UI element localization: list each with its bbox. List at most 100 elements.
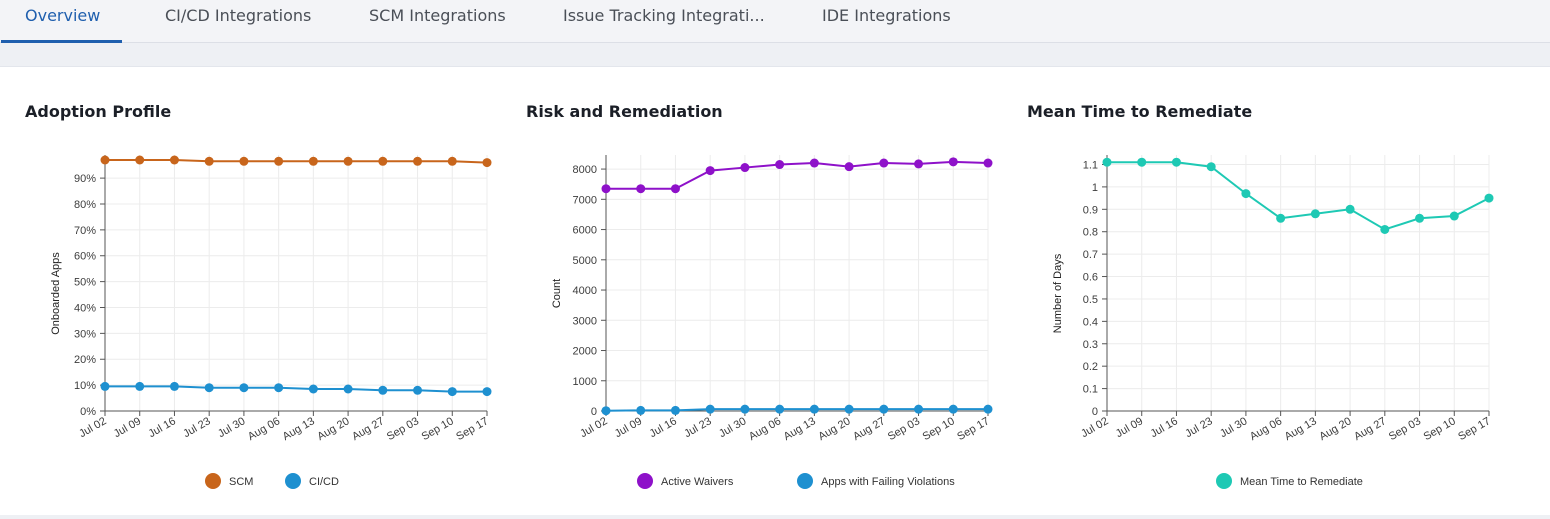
x-tick-label: Jul 09 xyxy=(112,415,143,440)
data-point-scm[interactable] xyxy=(413,156,423,166)
data-point-scm[interactable] xyxy=(239,156,249,166)
legend-marker-active-waivers[interactable] xyxy=(637,473,653,489)
data-point-failing-violations[interactable] xyxy=(740,404,750,414)
x-tick-label: Jul 09 xyxy=(1114,415,1145,440)
data-point-failing-violations[interactable] xyxy=(844,404,854,414)
data-point-mttr[interactable] xyxy=(1171,157,1181,167)
data-point-failing-violations[interactable] xyxy=(809,404,819,414)
data-point-scm[interactable] xyxy=(343,156,353,166)
legend-label-mttr[interactable]: Mean Time to Remediate xyxy=(1240,476,1363,488)
x-tick-label: Sep 10 xyxy=(921,415,957,443)
active-tab-indicator xyxy=(1,40,122,43)
data-point-mttr[interactable] xyxy=(1102,157,1112,167)
y-tick-label: 0.7 xyxy=(1083,249,1098,261)
data-point-scm[interactable] xyxy=(169,155,179,165)
data-point-failing-violations[interactable] xyxy=(670,405,680,415)
series-line-cicd xyxy=(105,385,487,393)
data-point-cicd[interactable] xyxy=(308,384,318,394)
data-point-active-waivers[interactable] xyxy=(740,163,750,173)
data-point-failing-violations[interactable] xyxy=(948,404,958,414)
x-tick-label: Aug 27 xyxy=(1352,415,1388,443)
adoption-profile-title: Adoption Profile xyxy=(25,102,172,121)
data-point-failing-violations[interactable] xyxy=(775,404,785,414)
data-point-mttr[interactable] xyxy=(1137,157,1147,167)
legend-marker-scm[interactable] xyxy=(205,473,221,489)
data-point-cicd[interactable] xyxy=(274,383,284,393)
data-point-cicd[interactable] xyxy=(204,383,214,393)
y-tick-label: 10% xyxy=(74,380,96,392)
y-tick-label: 7000 xyxy=(573,194,597,206)
data-point-active-waivers[interactable] xyxy=(601,184,611,194)
series-line-failing-violations xyxy=(605,408,988,412)
data-point-mttr[interactable] xyxy=(1484,193,1494,203)
tab-cicd-integrations[interactable]: CI/CD Integrations xyxy=(165,6,312,25)
data-point-cicd[interactable] xyxy=(239,383,249,393)
tab-ide-integrations[interactable]: IDE Integrations xyxy=(822,6,951,25)
data-point-active-waivers[interactable] xyxy=(636,184,646,194)
data-point-mttr[interactable] xyxy=(1415,213,1425,223)
data-point-cicd[interactable] xyxy=(482,387,492,397)
data-point-active-waivers[interactable] xyxy=(809,158,819,168)
y-tick-label: 0.5 xyxy=(1083,294,1098,306)
data-point-active-waivers[interactable] xyxy=(705,166,715,176)
data-point-scm[interactable] xyxy=(274,156,284,166)
data-point-scm[interactable] xyxy=(447,156,457,166)
tab-scm-integrations[interactable]: SCM Integrations xyxy=(369,6,506,25)
legend-label-failing-violations[interactable]: Apps with Failing Violations xyxy=(821,476,955,488)
data-point-mttr[interactable] xyxy=(1345,204,1355,214)
data-point-scm[interactable] xyxy=(135,155,145,165)
legend-label-cicd[interactable]: CI/CD xyxy=(309,476,339,488)
legend-label-active-waivers[interactable]: Active Waivers xyxy=(661,476,734,488)
data-point-active-waivers[interactable] xyxy=(983,158,993,168)
data-point-failing-violations[interactable] xyxy=(705,404,715,414)
data-point-cicd[interactable] xyxy=(447,387,457,397)
x-tick-label: Aug 06 xyxy=(246,415,282,443)
legend-label-scm[interactable]: SCM xyxy=(229,476,253,488)
data-point-cicd[interactable] xyxy=(413,385,423,395)
tab-overview[interactable]: Overview xyxy=(25,6,101,25)
data-point-scm[interactable] xyxy=(378,156,388,166)
legend-marker-cicd[interactable] xyxy=(285,473,301,489)
data-point-active-waivers[interactable] xyxy=(670,184,680,194)
series-line-active-waivers xyxy=(606,160,989,190)
data-point-failing-violations[interactable] xyxy=(636,405,646,415)
data-point-failing-violations[interactable] xyxy=(879,404,889,414)
data-point-mttr[interactable] xyxy=(1241,189,1251,199)
data-point-cicd[interactable] xyxy=(135,381,145,391)
data-point-scm[interactable] xyxy=(204,156,214,166)
y-tick-label: 8000 xyxy=(573,164,597,176)
data-point-scm[interactable] xyxy=(100,155,110,165)
y-tick-label: 0.8 xyxy=(1083,227,1098,239)
data-point-cicd[interactable] xyxy=(169,381,179,391)
y-tick-label: 0.3 xyxy=(1083,339,1098,351)
data-point-failing-violations[interactable] xyxy=(914,404,924,414)
data-point-mttr[interactable] xyxy=(1449,211,1459,221)
data-point-mttr[interactable] xyxy=(1380,224,1390,234)
x-tick-label: Jul 23 xyxy=(181,415,212,440)
x-tick-label: Aug 20 xyxy=(1317,415,1353,443)
data-point-scm[interactable] xyxy=(308,156,318,166)
tab-issue-tracking-integrations[interactable]: Issue Tracking Integrati... xyxy=(563,6,765,25)
data-point-cicd[interactable] xyxy=(343,384,353,394)
data-point-scm[interactable] xyxy=(482,158,492,168)
data-point-failing-violations[interactable] xyxy=(983,404,993,414)
data-point-active-waivers[interactable] xyxy=(914,159,924,169)
data-point-mttr[interactable] xyxy=(1206,162,1216,172)
x-tick-label: Aug 06 xyxy=(1248,415,1284,443)
data-point-mttr[interactable] xyxy=(1276,213,1286,223)
data-point-active-waivers[interactable] xyxy=(948,157,958,167)
y-tick-label: 0.9 xyxy=(1083,204,1098,216)
data-point-cicd[interactable] xyxy=(378,385,388,395)
data-point-active-waivers[interactable] xyxy=(775,160,785,170)
data-point-failing-violations[interactable] xyxy=(601,406,611,416)
data-point-mttr[interactable] xyxy=(1310,209,1320,219)
data-point-active-waivers[interactable] xyxy=(844,162,854,172)
x-tick-label: Jul 02 xyxy=(77,415,108,440)
data-point-active-waivers[interactable] xyxy=(879,158,889,168)
y-tick-label: 70% xyxy=(74,225,96,237)
legend-marker-mttr[interactable] xyxy=(1216,473,1232,489)
data-point-cicd[interactable] xyxy=(100,381,110,391)
legend-marker-failing-violations[interactable] xyxy=(797,473,813,489)
x-tick-label: Jul 23 xyxy=(1183,415,1214,440)
